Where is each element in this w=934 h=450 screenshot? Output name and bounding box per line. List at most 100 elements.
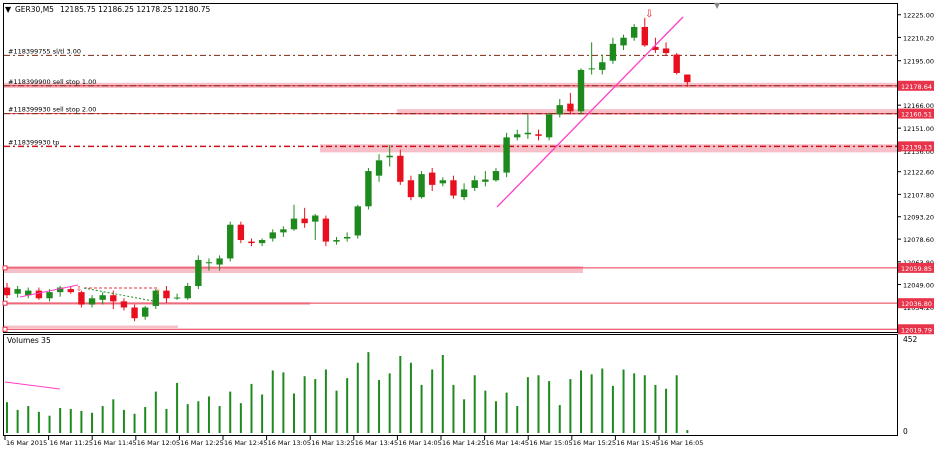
trendline-small bbox=[19, 284, 79, 298]
candle bbox=[322, 215, 330, 247]
order-history-line bbox=[83, 287, 159, 303]
time-tick-label: 16 Mar 12:25 bbox=[180, 439, 223, 447]
candle-body bbox=[312, 215, 319, 222]
price-axis: 12225.0012210.2012195.0012180.2512166.00… bbox=[897, 12, 934, 335]
candle-body bbox=[67, 289, 74, 293]
candle-body bbox=[641, 26, 648, 46]
level-handle bbox=[2, 300, 8, 306]
price-tick-label: 12049.00 bbox=[903, 281, 934, 289]
price-highlight-box bbox=[898, 80, 934, 91]
candle bbox=[684, 74, 691, 87]
volume-title: Volumes 35 bbox=[7, 336, 51, 345]
candle-body bbox=[471, 180, 478, 188]
candle-body bbox=[301, 218, 308, 224]
volume-panel-frame bbox=[3, 334, 898, 436]
candle-body bbox=[280, 229, 287, 233]
price-highlight-label: 12019.79 bbox=[901, 326, 932, 334]
price-highlight-box bbox=[898, 108, 934, 119]
price-highlight-label: 12059.85 bbox=[901, 265, 932, 273]
candle bbox=[556, 99, 563, 118]
candle-body bbox=[620, 37, 627, 46]
candle-body bbox=[524, 132, 532, 135]
candle-body bbox=[365, 171, 372, 207]
candle bbox=[386, 145, 393, 167]
candle bbox=[524, 114, 532, 139]
candles-layer bbox=[3, 17, 691, 322]
candle bbox=[492, 168, 500, 182]
ohlc-readout: 12185.75 12186.25 12178.25 12180.75 bbox=[60, 5, 211, 14]
candle bbox=[248, 238, 255, 247]
candle-body bbox=[662, 48, 670, 54]
candle bbox=[3, 282, 11, 299]
order-label: #118399755 sl/tl 3.00 bbox=[8, 47, 81, 55]
candle-body bbox=[56, 287, 64, 293]
candle bbox=[333, 236, 340, 245]
candle-body bbox=[599, 62, 606, 70]
candle-body bbox=[205, 262, 213, 264]
time-tick-label: 16 Mar 13:25 bbox=[311, 439, 354, 447]
price-tick-label: 12210.20 bbox=[903, 34, 934, 42]
candle-body bbox=[577, 69, 585, 112]
candle bbox=[365, 168, 372, 210]
sell-arrow-icon: ⇩ bbox=[645, 9, 653, 20]
candle bbox=[641, 17, 648, 47]
chart-collapse-icon[interactable]: ▼ bbox=[5, 5, 12, 14]
time-tick-label: 16 Mar 15:05 bbox=[529, 439, 572, 447]
candle-body bbox=[227, 224, 234, 259]
candle bbox=[577, 68, 585, 115]
candle bbox=[354, 204, 361, 239]
exit-arrow-icon: ⇧ bbox=[155, 288, 161, 296]
candle-body bbox=[482, 179, 489, 182]
candle bbox=[25, 287, 32, 299]
price-highlight-box bbox=[898, 298, 934, 309]
time-tick-label: 16 Mar 11:25 bbox=[50, 439, 93, 447]
candle-body bbox=[652, 46, 659, 50]
candle bbox=[99, 292, 106, 305]
candle bbox=[56, 286, 64, 297]
candle-body bbox=[269, 232, 276, 239]
volume-max-label: 452 bbox=[903, 335, 918, 344]
volume-zero-label: 0 bbox=[903, 427, 908, 436]
candle bbox=[545, 112, 553, 141]
candle bbox=[258, 238, 266, 247]
price-highlight-label: 12160.51 bbox=[901, 111, 932, 119]
candle bbox=[67, 286, 74, 294]
time-tick-label: 16 Mar 12:45 bbox=[224, 439, 267, 447]
candle-body bbox=[354, 206, 361, 236]
candle-body bbox=[556, 105, 563, 115]
candle-body bbox=[14, 289, 21, 294]
candle-body bbox=[25, 290, 32, 296]
candle bbox=[269, 229, 276, 242]
candle bbox=[418, 171, 425, 199]
candle-body bbox=[237, 224, 245, 241]
candle bbox=[503, 132, 510, 178]
candle-body bbox=[673, 54, 680, 73]
price-zone bbox=[4, 266, 583, 273]
price-highlight-label: 12178.64 bbox=[901, 83, 932, 91]
time-tick-label: 16 Mar 13:05 bbox=[268, 439, 311, 447]
candle bbox=[290, 204, 298, 231]
candle bbox=[482, 171, 489, 187]
price-tick-label: 12136.00 bbox=[903, 148, 934, 156]
scroll-marker-icon[interactable]: ▼ bbox=[714, 1, 721, 10]
time-tick-label: 16 Mar 11:45 bbox=[93, 439, 136, 447]
price-tick-label: 12093.20 bbox=[903, 214, 934, 222]
price-tick-label: 12151.00 bbox=[903, 125, 934, 133]
volume-trendline bbox=[4, 381, 61, 390]
candle-body bbox=[567, 103, 574, 112]
price-tick-label: 12225.00 bbox=[903, 12, 934, 20]
candle-body bbox=[3, 287, 11, 296]
time-tick-label: 16 Mar 13:45 bbox=[355, 439, 398, 447]
candle-body bbox=[120, 301, 128, 308]
candle-body bbox=[88, 298, 96, 305]
candle bbox=[227, 221, 234, 262]
candle bbox=[35, 287, 43, 300]
candle-body bbox=[429, 172, 436, 185]
time-tick-label: 16 Mar 2015 bbox=[6, 439, 47, 447]
candle-body bbox=[407, 180, 415, 198]
candle-body bbox=[195, 259, 202, 287]
candle-body bbox=[333, 240, 340, 242]
candle bbox=[429, 168, 436, 191]
candle-body bbox=[163, 290, 170, 299]
